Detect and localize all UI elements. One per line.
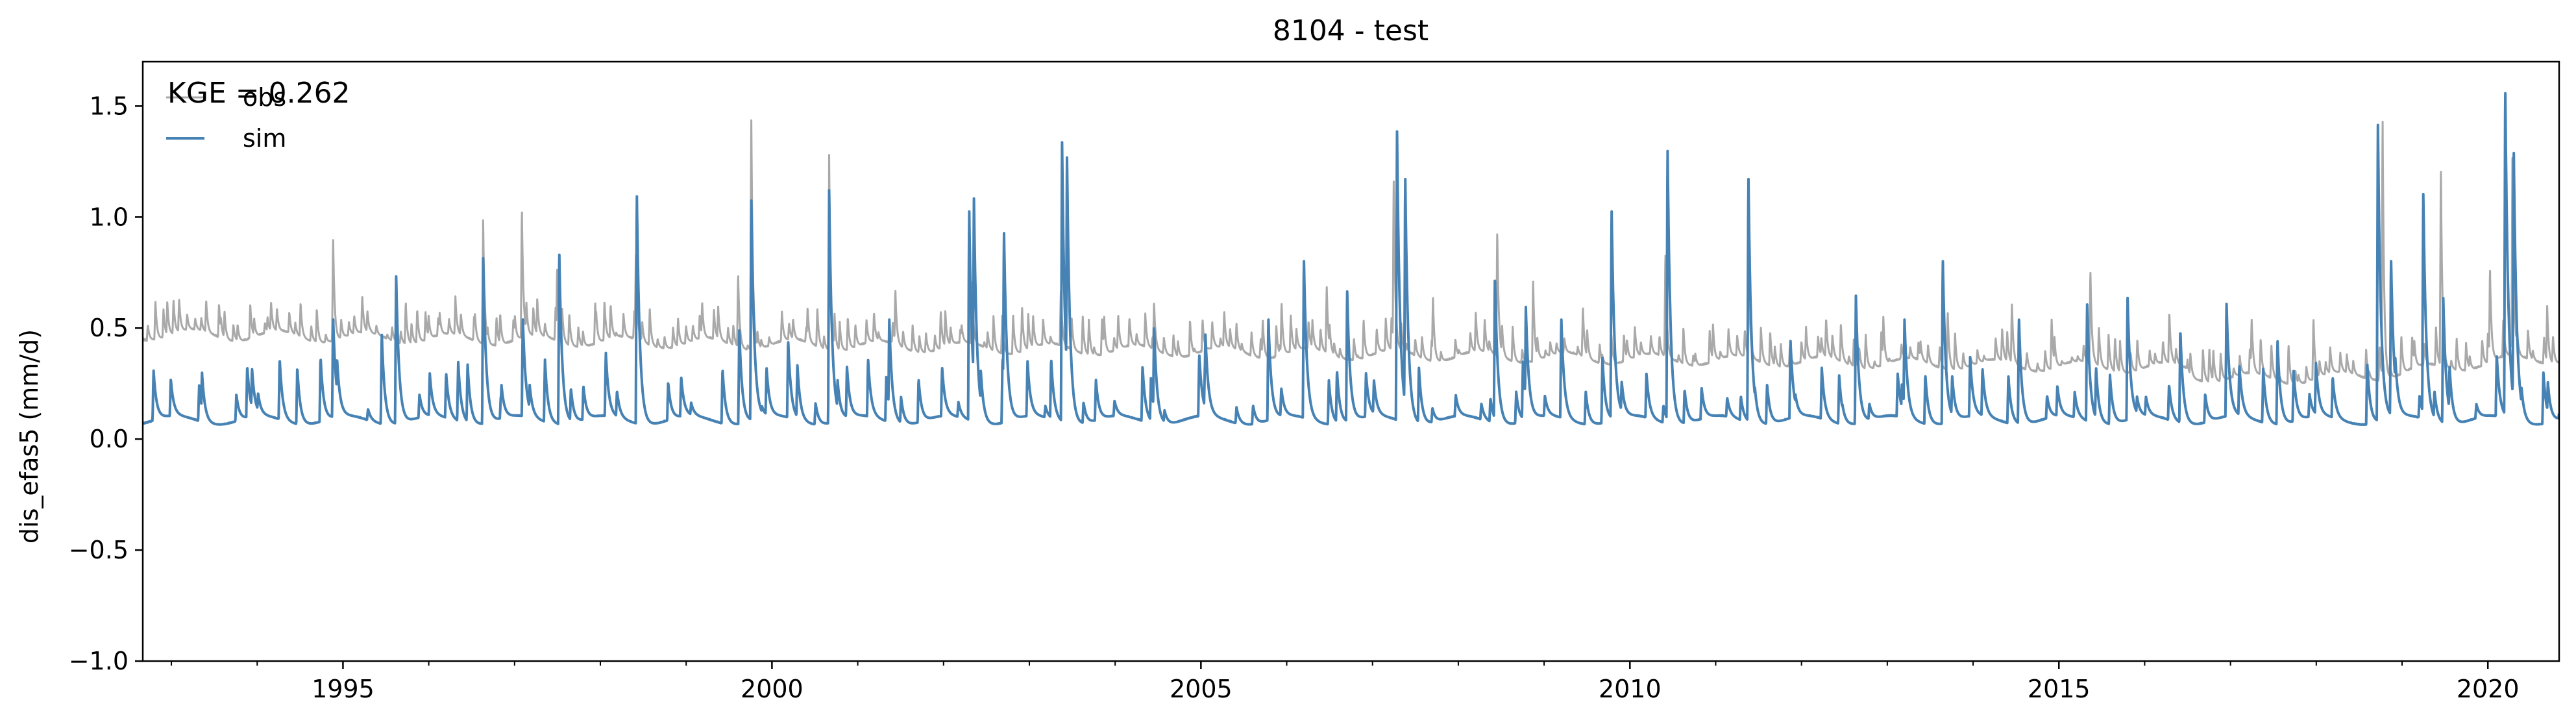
x-tick-label: 2020 xyxy=(2457,675,2520,703)
x-tick-label: 1995 xyxy=(312,675,374,703)
series-line-obs xyxy=(143,119,2559,385)
series-line-sim xyxy=(143,92,2559,426)
y-tick-label: 0.5 xyxy=(90,314,129,342)
y-tick-label: 0.0 xyxy=(90,425,129,453)
chart-title: 8104 - test xyxy=(1273,14,1429,47)
x-tick-label: 2005 xyxy=(1170,675,1233,703)
legend-label-sim: sim xyxy=(243,124,286,153)
y-tick-label: 1.0 xyxy=(90,203,129,231)
plot-frame xyxy=(141,60,2560,662)
y-tick-label: 1.5 xyxy=(90,92,129,120)
plot-layer xyxy=(143,92,2559,426)
y-tick-label: −1.0 xyxy=(69,647,129,675)
y-tick-label: −0.5 xyxy=(69,536,129,564)
x-tick-label: 2015 xyxy=(2028,675,2091,703)
x-tick-label: 2010 xyxy=(1599,675,1662,703)
kge-annotation: KGE = 0.262 xyxy=(167,77,350,110)
axis-layer: −1.0 −0.5 0.0 0.5 1.0 1.5 1995 2000 2005 2010 2015… xyxy=(69,60,2560,703)
legend: obs sim xyxy=(166,83,286,153)
legend-label-obs: obs xyxy=(243,83,286,112)
y-axis-label: dis_efas5 (mm/d) xyxy=(15,329,43,544)
x-tick-label: 2000 xyxy=(741,675,803,703)
